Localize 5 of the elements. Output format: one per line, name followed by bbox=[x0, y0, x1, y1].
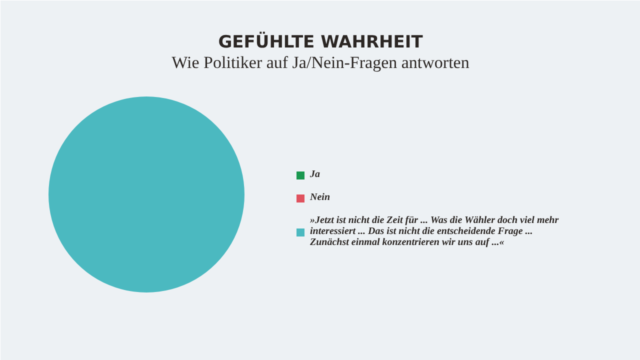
legend-label: »Jetzt ist nicht die Zeit für ... Was die Wähler doch viel mehr interessiert ... Das ist nicht die entscheidende Frage ... Zunächst einmal konzentrieren wir uns auf ...« bbox=[310, 215, 559, 248]
chart-subtitle: Wie Politiker auf Ja/Nein-Fragen antworten bbox=[172, 53, 470, 72]
chart-title: GEFÜHLTE WAHRHEIT bbox=[218, 32, 424, 52]
legend-label: Nein bbox=[310, 192, 330, 203]
legend-label: Ja bbox=[310, 169, 321, 180]
